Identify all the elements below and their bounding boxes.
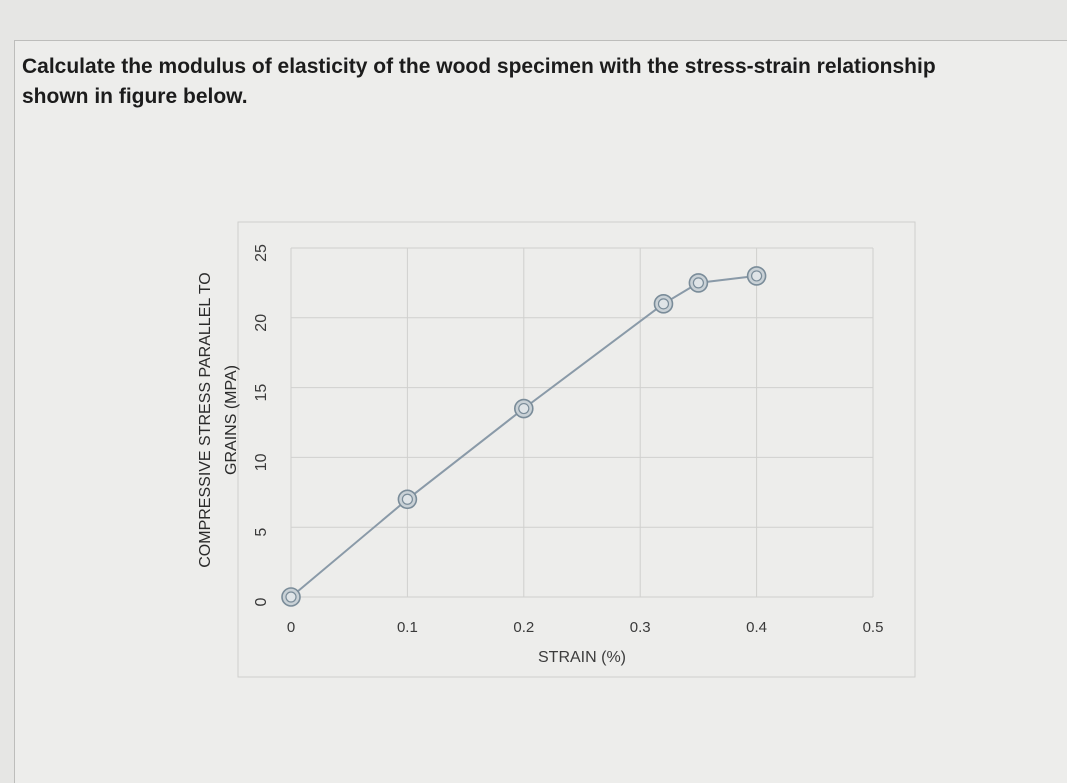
x-tick-label: 0.5 — [863, 619, 884, 636]
data-point — [653, 294, 674, 314]
worksheet-panel — [14, 40, 1067, 783]
question-line-2: shown in figure below. — [22, 85, 248, 108]
y-axis-title-line-1: COMPRESSIVE STRESS PARALLEL TO — [197, 272, 214, 568]
y-tick-label: 5 — [253, 528, 270, 537]
data-point — [513, 398, 534, 419]
data-point — [688, 273, 709, 293]
y-tick-label: 0 — [253, 597, 270, 606]
y-tick-label: 20 — [253, 314, 270, 332]
x-tick-label: 0.3 — [630, 619, 651, 636]
x-tick-label: 0.1 — [397, 619, 418, 636]
y-axis-ticks: 0 5 10 15 20 25 — [253, 244, 270, 606]
question-line-1: Calculate the modulus of elasticity of t… — [22, 55, 936, 78]
question-text: Calculate the modulus of elasticity of t… — [22, 52, 1022, 112]
chart-grid — [290, 247, 874, 598]
data-point — [397, 489, 418, 510]
data-point — [746, 266, 767, 286]
x-axis-title: STRAIN (%) — [538, 649, 626, 666]
chart-frame — [237, 221, 916, 678]
y-tick-label: 25 — [253, 244, 270, 262]
x-axis-ticks: 0 0.1 0.2 0.3 0.4 0.5 — [287, 619, 884, 636]
x-tick-label: 0 — [287, 619, 295, 636]
x-tick-label: 0.4 — [746, 619, 767, 636]
y-axis-title-line-2: GRAINS (MPA) — [223, 365, 240, 475]
x-tick-label: 0.2 — [513, 619, 534, 636]
data-point — [281, 587, 301, 607]
y-tick-label: 15 — [253, 384, 270, 402]
chart-series — [281, 266, 767, 607]
y-tick-label: 10 — [253, 453, 270, 471]
